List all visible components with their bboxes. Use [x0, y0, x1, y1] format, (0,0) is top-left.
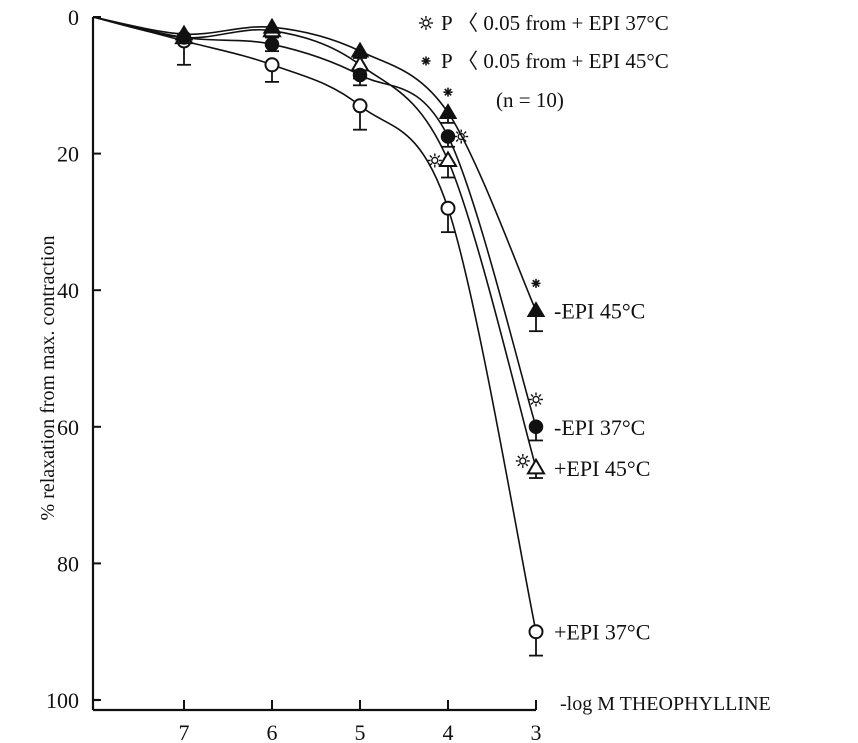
significance-sun-marker — [454, 129, 469, 144]
x-tick-label: 6 — [267, 720, 278, 743]
y-tick-label: 40 — [57, 278, 79, 303]
x-axis-ticks: 7 6 5 4 3 — [179, 700, 542, 743]
y-tick-label: 100 — [46, 688, 79, 713]
point-open-circle — [528, 624, 544, 640]
point-open-triangle — [438, 150, 458, 168]
x-tick-label: 3 — [531, 720, 542, 743]
y-tick-label: 0 — [68, 5, 79, 30]
point-filled-triangle — [526, 301, 546, 318]
y-axis-ticks: 0 20 40 60 80 100 — [46, 5, 101, 713]
significance-sun-marker — [515, 453, 530, 468]
point-filled-circle — [440, 129, 456, 144]
legend-asterisk-symbol — [421, 56, 431, 66]
point-filled-circle — [264, 37, 280, 52]
series-label: -EPI 45°C — [554, 299, 645, 324]
y-tick-label: 20 — [57, 142, 79, 167]
sun-symbol — [419, 16, 433, 30]
series-label: -EPI 37°C — [554, 415, 645, 440]
fitted-curves — [92, 16, 537, 632]
legend-sun-symbol — [419, 16, 433, 30]
y-tick-label: 80 — [57, 551, 79, 576]
x-axis-title: -log M THEOPHYLLINE — [560, 693, 771, 715]
point-open-circle — [440, 200, 456, 216]
point-open-circle — [264, 57, 280, 73]
y-axis-title: % relaxation from max. contraction — [37, 236, 59, 521]
point-filled-triangle — [262, 17, 282, 34]
point-filled-triangle — [438, 103, 458, 119]
point-filled-triangle — [350, 41, 370, 58]
point-filled-circle — [528, 419, 544, 435]
point-open-circle — [352, 98, 368, 114]
y-tick-label: 60 — [57, 415, 79, 440]
series-labels: +EPI 37°C +EPI 45°C -EPI 37°C -EPI 45°C — [554, 299, 650, 645]
error-bars — [177, 27, 543, 657]
x-tick-label: 4 — [443, 720, 454, 743]
curve-open-triangle — [92, 16, 537, 469]
asterisk-symbol — [421, 56, 431, 66]
significance-asterisk-marker — [443, 87, 453, 97]
legend-entry-sun: P 〈 0.05 from + EPI 37°C — [441, 11, 669, 35]
curve-open-circle — [92, 16, 537, 632]
legend-entry-asterisk: P 〈 0.05 from + EPI 45°C — [441, 49, 669, 73]
point-filled-circle — [352, 67, 368, 83]
significance-asterisk-marker — [531, 278, 541, 288]
point-open-triangle — [526, 457, 546, 475]
significance-sun-marker — [529, 392, 543, 407]
series-label: +EPI 37°C — [554, 620, 650, 645]
legend-note: (n = 10) — [496, 88, 564, 112]
x-tick-label: 5 — [355, 720, 366, 743]
data-points — [174, 17, 546, 640]
point-filled-triangle — [174, 24, 194, 41]
series-label: +EPI 45°C — [554, 456, 650, 481]
significance-markers — [427, 87, 543, 468]
x-tick-label: 7 — [179, 720, 190, 743]
significance-sun-marker — [427, 153, 442, 168]
axes — [91, 17, 536, 712]
legend: P 〈 0.05 from + EPI 37°C P 〈 0.05 from +… — [419, 11, 669, 112]
